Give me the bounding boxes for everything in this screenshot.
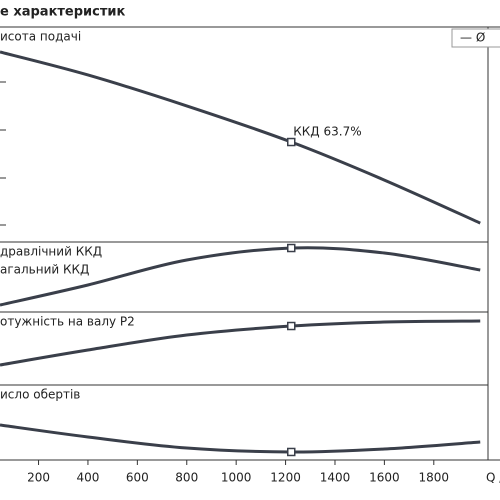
duty-point	[287, 447, 296, 457]
x-axis-label: Q /	[486, 471, 500, 485]
curve	[0, 319, 481, 367]
x-tick-label: 1000	[221, 471, 252, 485]
x-tick-label: 200	[27, 471, 50, 485]
panel-label: отужність на валу P2	[0, 315, 135, 329]
x-tick-label: 800	[175, 471, 198, 485]
duty-point	[287, 243, 296, 253]
legend-label: — Ø	[460, 31, 485, 45]
panel-label: исота подачі	[0, 30, 81, 44]
duty-point	[287, 321, 296, 331]
curve	[0, 246, 481, 307]
x-tick-label: 1200	[270, 471, 301, 485]
panel-label: агальний ККД	[0, 263, 89, 277]
left-ticks	[0, 81, 6, 226]
annotation: ККД 63.7%	[293, 125, 361, 139]
legend-box	[451, 28, 500, 48]
chart-title: е характеристик	[0, 5, 126, 20]
x-tick-label: 400	[76, 471, 99, 485]
curve	[0, 423, 481, 454]
x-tick-label: 1800	[419, 471, 450, 485]
panel-label: дравлічний ККД	[0, 245, 102, 259]
x-tick-label: 600	[126, 471, 149, 485]
curve	[0, 50, 481, 225]
x-tick-label: 1400	[320, 471, 351, 485]
x-tick-label: 1600	[369, 471, 400, 485]
duty-point	[287, 137, 296, 147]
panel-label: исло обертів	[0, 388, 80, 402]
